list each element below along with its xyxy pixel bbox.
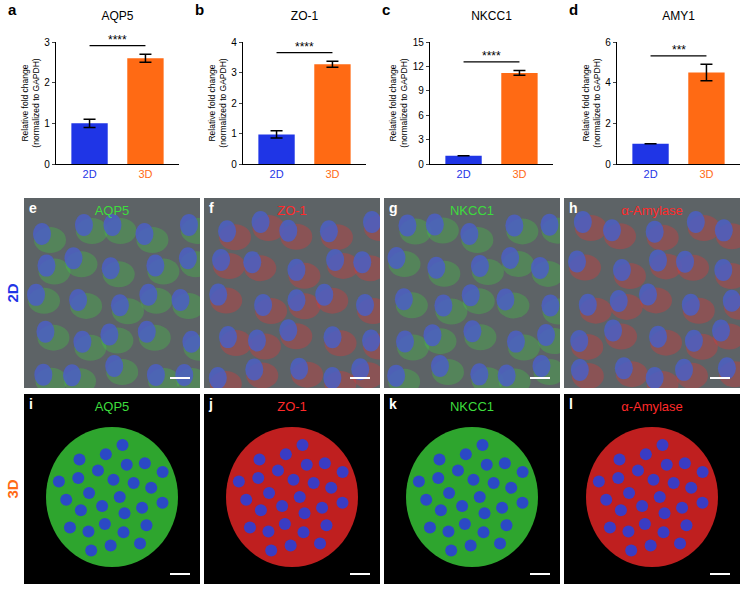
svg-text:1: 1 — [231, 128, 237, 139]
svg-text:k: k — [389, 396, 397, 412]
html-text:2D: 2D — [3, 283, 21, 303]
svg-text:ZO-1: ZO-1 — [291, 9, 319, 23]
svg-text:15: 15 — [413, 37, 425, 48]
svg-text:AQP5: AQP5 — [95, 203, 130, 218]
svg-text:AQP5: AQP5 — [95, 399, 130, 414]
svg-text:d: d — [569, 1, 578, 18]
svg-text:AMY1: AMY1 — [662, 9, 695, 23]
svg-text:AQP5: AQP5 — [101, 9, 133, 23]
svg-text:0: 0 — [418, 159, 424, 170]
svg-text:ZO-1: ZO-1 — [277, 399, 307, 414]
svg-text:c: c — [382, 1, 390, 18]
svg-text:3: 3 — [418, 134, 424, 145]
svg-text:f: f — [209, 200, 214, 216]
svg-text:2: 2 — [231, 98, 237, 109]
svg-text:2D: 2D — [644, 168, 658, 180]
svg-text:12: 12 — [413, 61, 425, 72]
html-text:3D: 3D — [3, 479, 21, 499]
svg-text:Relative fold change(normalize: Relative fold change(normalized to GAPDH… — [581, 58, 602, 147]
svg-text:Relative fold change(normalize: Relative fold change(normalized to GAPDH… — [388, 58, 409, 147]
svg-text:e: e — [29, 200, 37, 216]
svg-text:6: 6 — [605, 37, 611, 48]
svg-text:0: 0 — [44, 159, 50, 170]
svg-text:4: 4 — [231, 37, 237, 48]
svg-text:1: 1 — [44, 118, 50, 129]
svg-text:3D: 3D — [512, 168, 526, 180]
svg-text:j: j — [208, 396, 213, 412]
svg-text:h: h — [569, 200, 578, 216]
svg-text:g: g — [389, 200, 398, 216]
svg-text:3D: 3D — [138, 168, 152, 180]
svg-text:***: *** — [672, 43, 686, 57]
svg-text:2D: 2D — [83, 168, 97, 180]
svg-text:3D: 3D — [325, 168, 339, 180]
svg-text:NKCC1: NKCC1 — [471, 9, 512, 23]
svg-text:****: **** — [108, 33, 127, 47]
svg-text:3: 3 — [44, 37, 50, 48]
svg-text:****: **** — [295, 40, 314, 54]
svg-text:Relative fold change(normalize: Relative fold change(normalized to GAPDH… — [207, 58, 228, 147]
svg-text:4: 4 — [605, 77, 611, 88]
svg-text:3D: 3D — [699, 168, 713, 180]
svg-text:2D: 2D — [270, 168, 284, 180]
svg-text:9: 9 — [418, 85, 424, 96]
svg-text:6: 6 — [418, 110, 424, 121]
svg-text:3: 3 — [231, 67, 237, 78]
svg-text:2: 2 — [44, 77, 50, 88]
svg-text:Relative fold change(normalize: Relative fold change(normalized to GAPDH… — [20, 58, 41, 147]
svg-text:NKCC1: NKCC1 — [450, 399, 494, 414]
svg-text:i: i — [29, 396, 33, 412]
svg-text:α-Amylase: α-Amylase — [621, 203, 683, 218]
svg-text:l: l — [569, 396, 573, 412]
svg-text:NKCC1: NKCC1 — [450, 203, 494, 218]
svg-text:b: b — [195, 1, 204, 18]
svg-text:0: 0 — [231, 159, 237, 170]
svg-text:a: a — [8, 1, 17, 18]
svg-text:2: 2 — [605, 118, 611, 129]
svg-text:2D: 2D — [457, 168, 471, 180]
svg-text:α-Amylase: α-Amylase — [621, 399, 683, 414]
svg-text:0: 0 — [605, 159, 611, 170]
svg-text:ZO-1: ZO-1 — [277, 203, 307, 218]
svg-text:****: **** — [482, 49, 501, 63]
